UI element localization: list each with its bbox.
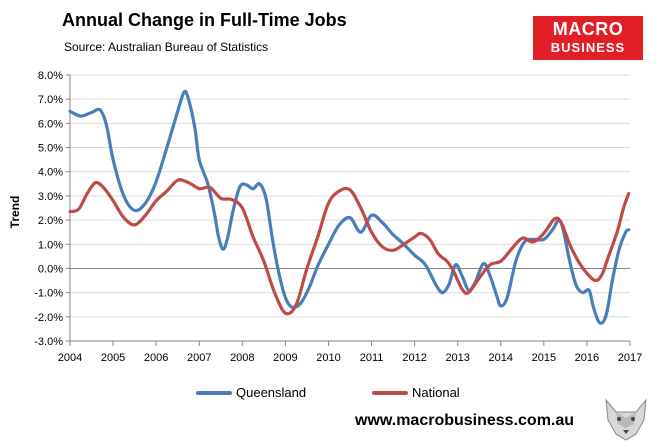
- x-tick-label: 2008: [230, 352, 254, 364]
- legend-queensland: Queensland: [196, 385, 306, 400]
- footer-url: www.macrobusiness.com.au: [355, 412, 575, 429]
- y-tick-label: 1.0%: [38, 239, 63, 251]
- chart-title: Annual Change in Full-Time Jobs: [62, 10, 347, 30]
- y-tick-label: 4.0%: [38, 167, 63, 179]
- y-tick-label: 0.0%: [38, 263, 63, 275]
- logo-line-2: BUSINESS: [550, 40, 626, 55]
- legend-swatch-national: [372, 390, 408, 395]
- y-tick-label: -1.0%: [34, 288, 63, 300]
- x-axis-ticks: 2004 2005 2006 2007 2008 2009 2010 2011 2012 2013…: [58, 341, 642, 364]
- y-axis-label: Trend: [8, 196, 22, 229]
- x-tick-label: 2005: [101, 352, 125, 364]
- legend-swatch-queensland: [196, 390, 232, 395]
- legend-label-queensland: Queensland: [236, 385, 307, 400]
- y-tick-label: 5.0%: [38, 143, 63, 155]
- y-tick-label: 3.0%: [38, 191, 63, 203]
- x-tick-label: 2012: [402, 352, 426, 364]
- y-tick-label: -3.0%: [34, 336, 63, 348]
- macrobusiness-logo: MACRO BUSINESS: [533, 16, 643, 60]
- logo-line-1: MACRO: [552, 19, 624, 39]
- line-chart: 8.0% 7.0% 6.0% 5.0% 4.0% 3.0% 2.0% 1.0% 0.0% -1.0…: [8, 70, 642, 364]
- legend-national: National: [372, 385, 460, 400]
- x-tick-label: 2017: [618, 352, 642, 364]
- x-tick-label: 2011: [360, 352, 384, 364]
- x-tick-label: 2015: [532, 352, 556, 364]
- y-tick-label: 6.0%: [38, 118, 63, 130]
- axes: [69, 75, 630, 342]
- x-tick-label: 2013: [445, 352, 469, 364]
- x-tick-label: 2009: [273, 352, 297, 364]
- x-tick-label: 2007: [187, 352, 211, 364]
- gridlines: [70, 74, 630, 342]
- y-tick-label: 7.0%: [38, 94, 63, 106]
- series-line-national: [68, 178, 631, 316]
- wolf-icon: [605, 398, 647, 441]
- x-tick-label: 2006: [144, 352, 168, 364]
- legend-label-national: National: [412, 385, 460, 400]
- x-tick-label: 2014: [489, 352, 513, 364]
- x-tick-label: 2004: [58, 352, 82, 364]
- series-lines: [68, 89, 631, 325]
- y-tick-label: -2.0%: [34, 312, 63, 324]
- chart-source: Source: Australian Bureau of Statistics: [64, 40, 269, 54]
- x-tick-label: 2016: [575, 352, 599, 364]
- y-tick-label: 2.0%: [38, 215, 63, 227]
- x-tick-label: 2010: [316, 352, 340, 364]
- y-tick-label: 8.0%: [38, 70, 63, 82]
- y-axis-ticks: 8.0% 7.0% 6.0% 5.0% 4.0% 3.0% 2.0% 1.0% 0.0% -1.0…: [34, 70, 70, 348]
- series-line-queensland: [68, 89, 631, 325]
